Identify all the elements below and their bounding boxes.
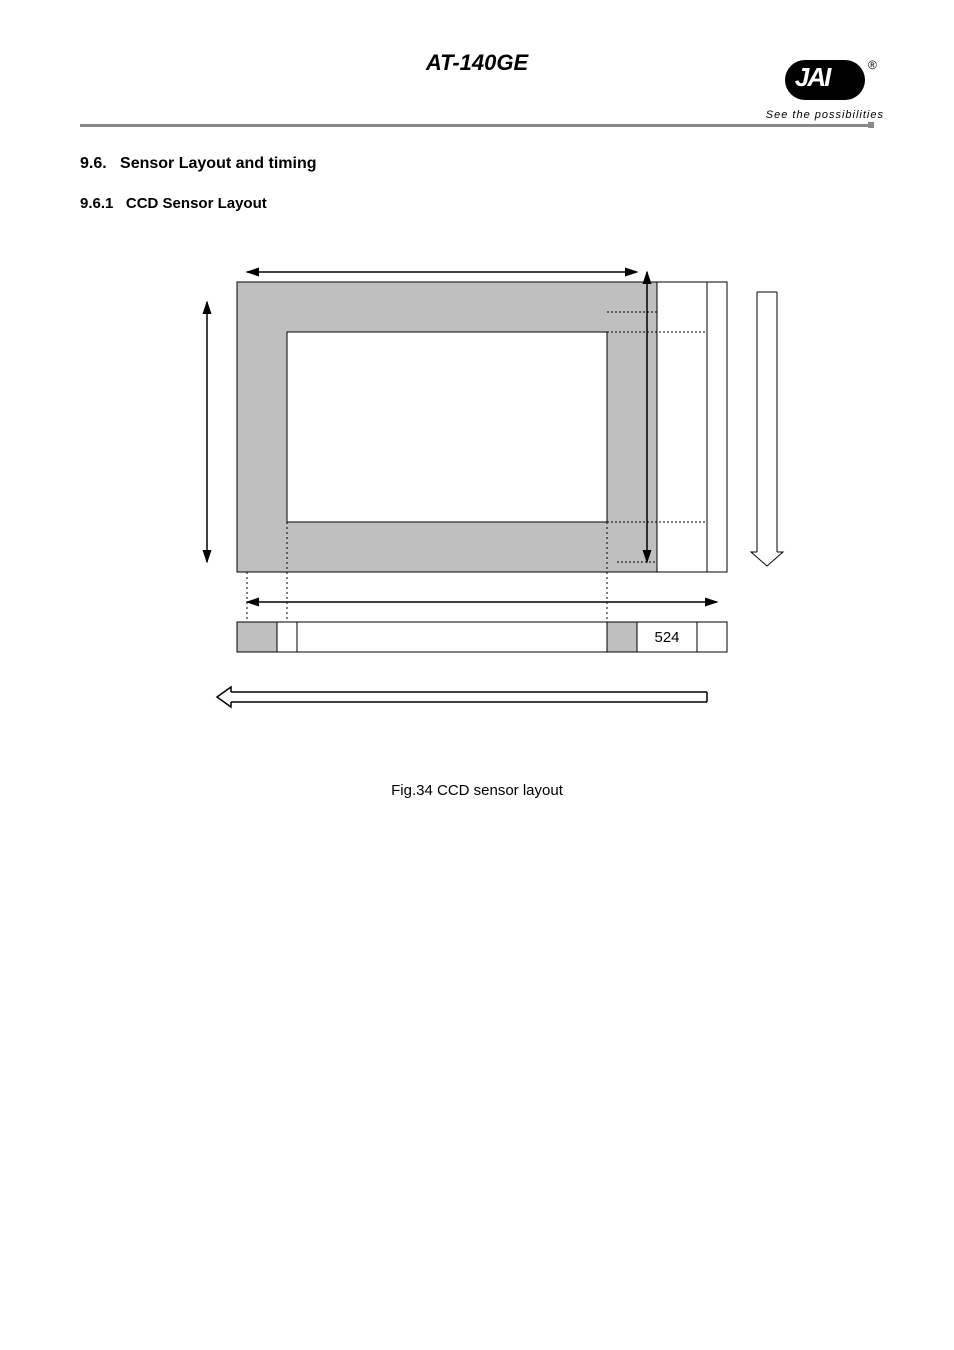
brand-tagline: See the possibilities	[766, 109, 884, 121]
header-rule	[80, 124, 874, 127]
figure-caption: Fig.34 CCD sensor layout	[80, 782, 874, 799]
ccd-layout-diagram: 524	[157, 252, 797, 752]
subsection-heading: 9.6.1 CCD Sensor Layout	[80, 195, 874, 212]
diagram-svg: 524	[157, 252, 797, 752]
svg-text:524: 524	[654, 629, 679, 646]
section-heading: 9.6. Sensor Layout and timing	[80, 155, 874, 173]
document-page: AT-140GE JAI ® See the possibilities 9.6…	[0, 0, 954, 1350]
brand-block: JAI ® See the possibilities	[766, 60, 884, 121]
page-header: AT-140GE JAI ® See the possibilities	[80, 40, 874, 120]
jai-logo: JAI ®	[785, 60, 865, 100]
doc-title: AT-140GE	[80, 40, 874, 76]
